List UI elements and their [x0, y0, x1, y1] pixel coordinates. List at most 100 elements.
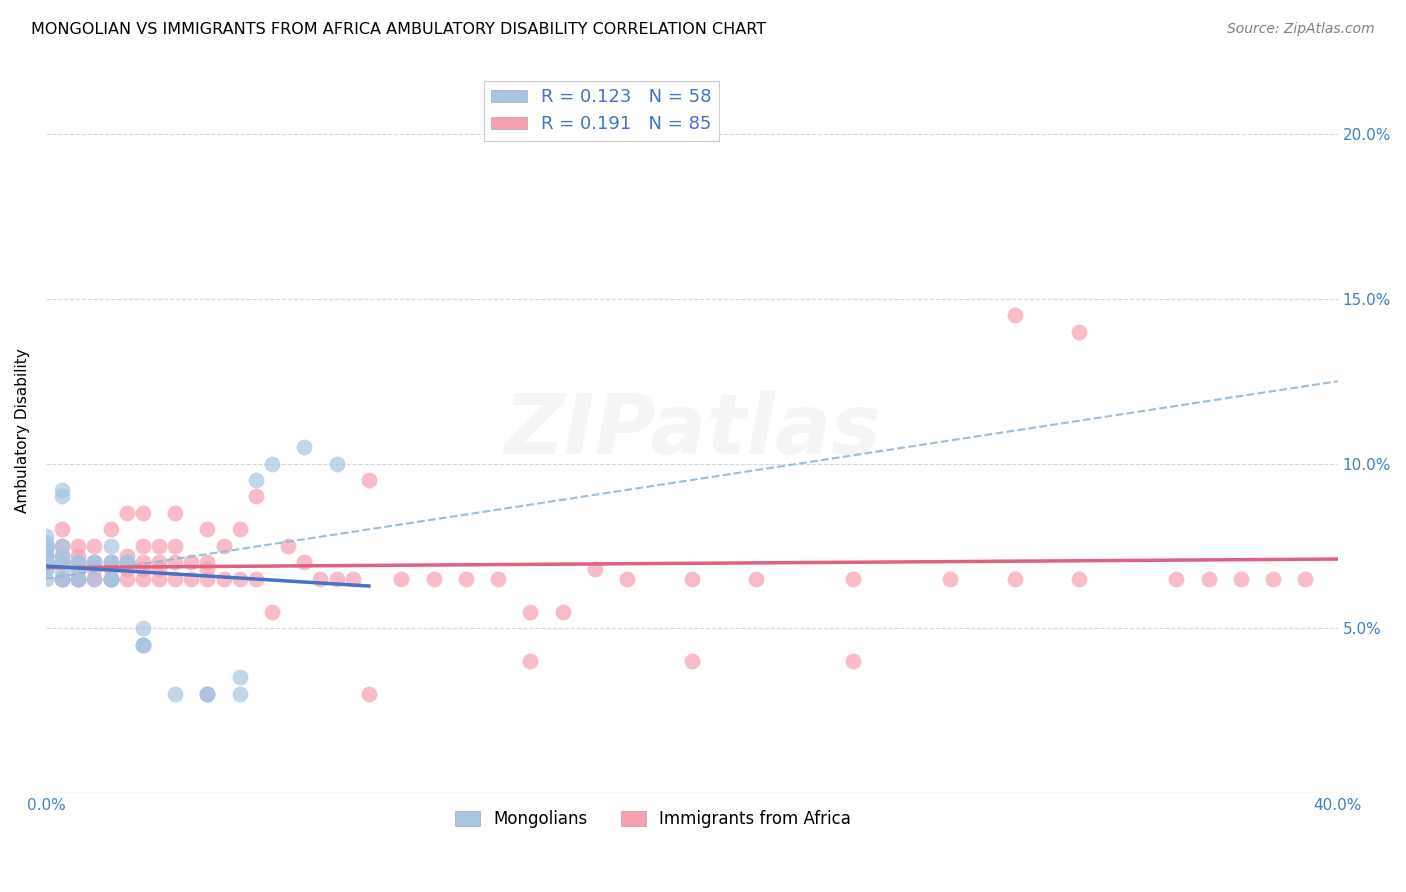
- Point: [197, 687, 219, 701]
- Point: [165, 555, 187, 569]
- Point: [842, 654, 865, 668]
- Point: [486, 572, 509, 586]
- Point: [197, 562, 219, 576]
- Point: [67, 562, 90, 576]
- Point: [325, 457, 347, 471]
- Point: [67, 572, 90, 586]
- Point: [132, 621, 155, 635]
- Point: [100, 555, 122, 569]
- Point: [51, 549, 73, 563]
- Point: [165, 572, 187, 586]
- Point: [51, 555, 73, 569]
- Point: [35, 562, 58, 576]
- Point: [51, 572, 73, 586]
- Point: [100, 572, 122, 586]
- Point: [148, 572, 170, 586]
- Point: [132, 562, 155, 576]
- Point: [115, 549, 138, 563]
- Point: [132, 638, 155, 652]
- Point: [35, 539, 58, 553]
- Point: [51, 549, 73, 563]
- Point: [35, 529, 58, 543]
- Point: [100, 572, 122, 586]
- Point: [197, 572, 219, 586]
- Point: [197, 555, 219, 569]
- Point: [132, 555, 155, 569]
- Point: [67, 572, 90, 586]
- Point: [1198, 572, 1220, 586]
- Point: [100, 555, 122, 569]
- Point: [67, 555, 90, 569]
- Point: [100, 555, 122, 569]
- Point: [292, 440, 315, 454]
- Point: [180, 555, 202, 569]
- Point: [389, 572, 412, 586]
- Point: [115, 555, 138, 569]
- Point: [100, 572, 122, 586]
- Point: [357, 687, 380, 701]
- Point: [454, 572, 477, 586]
- Point: [67, 562, 90, 576]
- Point: [422, 572, 444, 586]
- Point: [115, 555, 138, 569]
- Point: [51, 490, 73, 504]
- Point: [260, 457, 283, 471]
- Point: [148, 562, 170, 576]
- Point: [83, 562, 105, 576]
- Point: [519, 605, 541, 619]
- Point: [1230, 572, 1253, 586]
- Point: [616, 572, 638, 586]
- Point: [83, 572, 105, 586]
- Point: [260, 605, 283, 619]
- Point: [67, 572, 90, 586]
- Text: MONGOLIAN VS IMMIGRANTS FROM AFRICA AMBULATORY DISABILITY CORRELATION CHART: MONGOLIAN VS IMMIGRANTS FROM AFRICA AMBU…: [31, 22, 766, 37]
- Point: [35, 562, 58, 576]
- Point: [197, 687, 219, 701]
- Point: [35, 549, 58, 563]
- Point: [35, 549, 58, 563]
- Point: [197, 687, 219, 701]
- Point: [83, 555, 105, 569]
- Point: [35, 542, 58, 557]
- Point: [245, 490, 267, 504]
- Point: [51, 555, 73, 569]
- Point: [100, 539, 122, 553]
- Point: [115, 562, 138, 576]
- Point: [229, 670, 252, 684]
- Point: [35, 549, 58, 563]
- Point: [67, 555, 90, 569]
- Point: [51, 555, 73, 569]
- Point: [245, 473, 267, 487]
- Point: [35, 555, 58, 569]
- Point: [245, 572, 267, 586]
- Point: [197, 522, 219, 536]
- Point: [51, 555, 73, 569]
- Point: [519, 654, 541, 668]
- Point: [1069, 325, 1091, 339]
- Text: Source: ZipAtlas.com: Source: ZipAtlas.com: [1227, 22, 1375, 37]
- Point: [551, 605, 574, 619]
- Point: [212, 539, 235, 553]
- Point: [115, 555, 138, 569]
- Point: [745, 572, 768, 586]
- Point: [35, 555, 58, 569]
- Point: [35, 572, 58, 586]
- Point: [1069, 572, 1091, 586]
- Point: [583, 562, 606, 576]
- Point: [51, 572, 73, 586]
- Point: [51, 539, 73, 553]
- Point: [842, 572, 865, 586]
- Point: [292, 555, 315, 569]
- Point: [681, 572, 703, 586]
- Point: [1294, 572, 1316, 586]
- Point: [115, 506, 138, 520]
- Point: [325, 572, 347, 586]
- Point: [1004, 309, 1026, 323]
- Point: [67, 572, 90, 586]
- Point: [83, 555, 105, 569]
- Point: [309, 572, 332, 586]
- Point: [229, 572, 252, 586]
- Point: [165, 687, 187, 701]
- Point: [115, 572, 138, 586]
- Point: [67, 539, 90, 553]
